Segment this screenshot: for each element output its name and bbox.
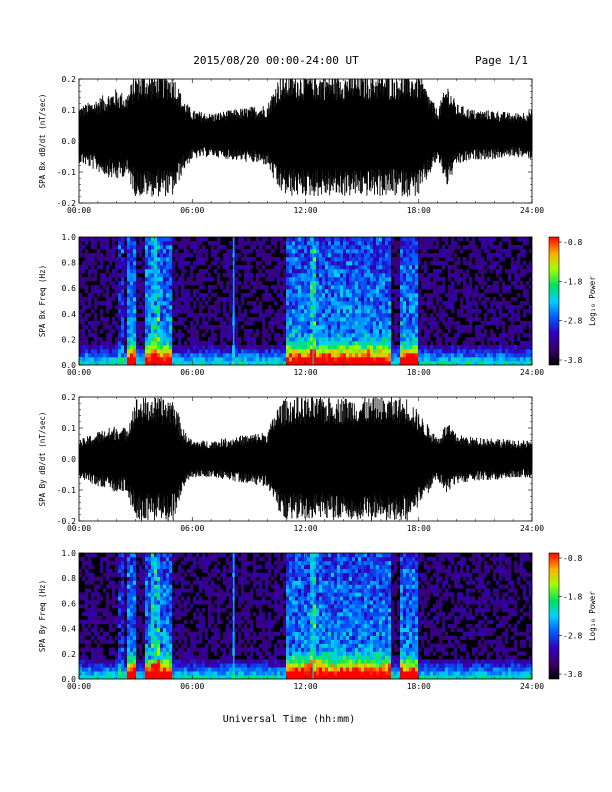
colorbar-tick-label: -2.8 [563,631,582,640]
y-tick-label: 0.4 [62,310,77,319]
y-tick-label: 0.6 [62,599,77,608]
colorbar-label: Log₁₀ Power [588,591,597,641]
panel-bx-waveform: -0.2 -0.1 0.0 0.1 0.2 00:00 06:00 12:00 18:00 24:… [38,75,544,215]
panel-by-waveform: -0.2 -0.1 0.0 0.1 0.2 00:00 06:00 12:00 18:00 24:… [38,393,544,533]
colorbar-label: Log₁₀ Power [588,276,597,326]
colorbar-tick-label: -1.8 [563,277,582,286]
y-tick-label: -0.1 [57,168,76,177]
x-tick-label: 12:00 [293,682,317,691]
panel-bx-spectrogram: -0.8 -1.8 -2.8 -3.8 Log₁₀ Power 0.0 0.2 0.4 0.6 0… [38,233,597,377]
colorbar-tick-label: -0.8 [563,554,582,563]
x-tick-label: 00:00 [67,524,91,533]
colorbar-tick-label: -2.8 [563,317,582,326]
y-tick-label: -0.1 [57,486,76,495]
y-tick-label: -0.2 [57,199,76,208]
x-tick-label: 18:00 [407,682,431,691]
x-tick-label: 24:00 [520,524,544,533]
x-tick-label: 00:00 [67,368,91,377]
y-tick-label: 0.4 [62,625,77,634]
colorbar [548,552,560,680]
y-tick-label: 0.6 [62,284,77,293]
y-axis-title: SPA By Freq (Hz) [38,580,47,652]
x-tick-label: 12:00 [293,524,317,533]
y-tick-label: 0.8 [62,259,77,268]
y-tick-label: 0.0 [62,675,77,684]
panel-by-spectrogram: -0.8 -1.8 -2.8 -3.8 Log₁₀ Power 0.0 0.2 0.4 0.6 0… [38,549,597,691]
x-tick-label: 12:00 [293,206,317,215]
colorbar-tick-label: -3.8 [563,670,582,679]
x-tick-label: 06:00 [180,206,204,215]
y-tick-label: 0.8 [62,574,77,583]
x-tick-label: 24:00 [520,206,544,215]
colorbar-tick-label: -3.8 [563,356,582,365]
y-tick-label: 0.2 [62,335,77,344]
x-tick-label: 18:00 [407,368,431,377]
spectrogram-cells [79,237,533,366]
plot-title: 2015/08/20 00:00-24:00 UT [193,54,359,67]
y-tick-label: 0.1 [62,424,77,433]
y-axis-title: SPA Bx dB/dt (nT/sec) [38,94,47,189]
y-tick-label: 0.2 [62,393,77,402]
x-tick-label: 06:00 [180,524,204,533]
y-tick-label: 0.1 [62,106,77,115]
y-axis-title: SPA Bx Freq (Hz) [38,265,47,337]
y-tick-label: 0.0 [62,361,77,370]
y-tick-label: 0.0 [62,455,77,464]
y-tick-label: 0.2 [62,75,77,84]
y-tick-label: 0.0 [62,137,77,146]
x-tick-label: 06:00 [180,682,204,691]
x-tick-label: 00:00 [67,682,91,691]
page-indicator: Page 1/1 [475,54,528,67]
y-tick-label: 0.2 [62,650,77,659]
y-tick-label: 1.0 [62,549,77,558]
spectrogram-cells [79,553,533,680]
y-axis-title: SPA By dB/dt (nT/sec) [38,412,47,507]
x-tick-label: 00:00 [67,206,91,215]
x-axis-title: Universal Time (hh:mm) [223,714,355,725]
colorbar [548,236,560,366]
x-tick-label: 18:00 [407,524,431,533]
x-tick-label: 24:00 [520,368,544,377]
x-tick-label: 06:00 [180,368,204,377]
y-tick-label: -0.2 [57,517,76,526]
x-tick-label: 18:00 [407,206,431,215]
y-tick-label: 1.0 [62,233,77,242]
x-tick-label: 24:00 [520,682,544,691]
colorbar-tick-label: -1.8 [563,593,582,602]
x-tick-label: 12:00 [293,368,317,377]
colorbar-tick-label: -0.8 [563,238,582,247]
